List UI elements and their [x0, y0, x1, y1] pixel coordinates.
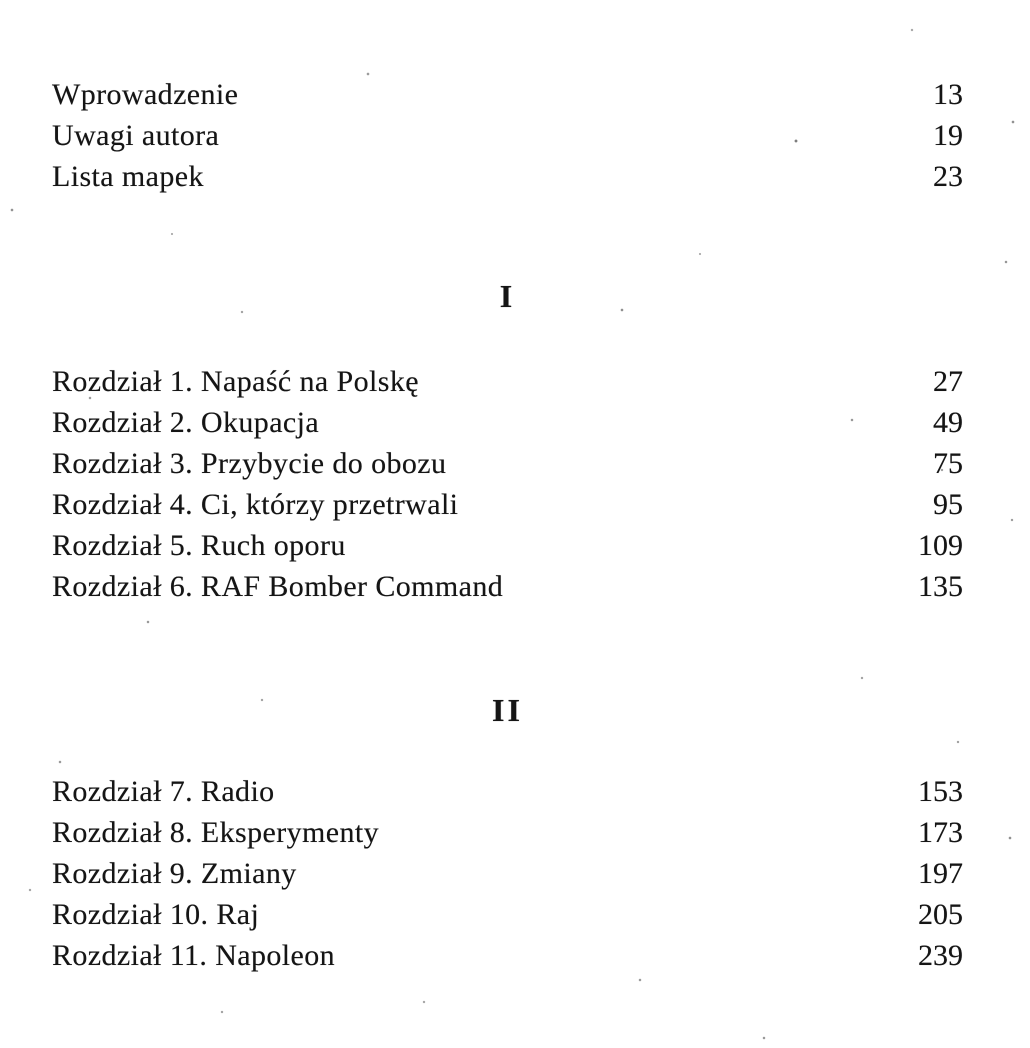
toc-entry-page: 153	[918, 774, 963, 808]
toc-entry: Uwagi autora 19	[52, 115, 963, 156]
toc-entry: Lista mapek 23	[52, 156, 963, 197]
toc-entry: Wprowadzenie 13	[52, 74, 963, 115]
toc-entry-title: Lista mapek	[52, 159, 204, 193]
toc-entry-title: Rozdział 2. Okupacja	[52, 405, 320, 439]
toc-entry-page: 109	[918, 528, 963, 562]
toc-entry: Rozdział 9. Zmiany 197	[52, 853, 963, 894]
toc-entry-title: Rozdział 11. Napoleon	[52, 938, 336, 972]
toc-entry-title: Rozdział 1. Napaść na Polskę	[52, 364, 419, 398]
toc-entry: Rozdział 2. Okupacja 49	[52, 402, 963, 443]
toc-entry: Rozdział 4. Ci, którzy przetrwali 95	[52, 484, 963, 525]
toc-entry-page: 27	[933, 364, 963, 398]
toc-entry-title: Rozdział 5. Ruch oporu	[52, 528, 346, 562]
toc-entry: Rozdział 5. Ruch oporu 109	[52, 525, 963, 566]
toc-entry: Rozdział 6. RAF Bomber Command 135	[52, 566, 963, 607]
toc-entry-title: Wprowadzenie	[52, 77, 239, 111]
toc-entry-page: 239	[918, 938, 963, 972]
section-2-chapter-list: Rozdział 7. Radio 153 Rozdział 8. Eksper…	[52, 771, 963, 976]
toc-entry-page: 173	[918, 815, 963, 849]
front-matter-list: Wprowadzenie 13 Uwagi autora 19 Lista ma…	[52, 74, 963, 197]
toc-entry-title: Rozdział 10. Raj	[52, 897, 260, 931]
toc-entry-page: 19	[933, 118, 963, 152]
toc-entry: Rozdział 10. Raj 205	[52, 894, 963, 935]
toc-entry-title: Rozdział 4. Ci, którzy przetrwali	[52, 487, 459, 521]
toc-entry-page: 95	[933, 487, 963, 521]
toc-entry-page: 135	[918, 569, 963, 603]
toc-entry: Rozdział 7. Radio 153	[52, 771, 963, 812]
toc-entry: Rozdział 8. Eksperymenty 173	[52, 812, 963, 853]
toc-entry-page: 49	[933, 405, 963, 439]
toc-entry: Rozdział 3. Przybycie do obozu 75	[52, 443, 963, 484]
toc-entry-page: 13	[933, 77, 963, 111]
section-1-chapter-list: Rozdział 1. Napaść na Polskę 27 Rozdział…	[52, 361, 963, 607]
toc-entry-page: 75	[933, 446, 963, 480]
toc-entry-title: Rozdział 8. Eksperymenty	[52, 815, 380, 849]
toc-entry-page: 205	[918, 897, 963, 931]
toc-entry-page: 197	[918, 856, 963, 890]
toc-entry-title: Rozdział 7. Radio	[52, 774, 275, 808]
toc-entry-title: Uwagi autora	[52, 118, 220, 152]
toc-entry-title: Rozdział 6. RAF Bomber Command	[52, 569, 504, 603]
toc-entry-title: Rozdział 9. Zmiany	[52, 856, 297, 890]
toc-entry: Rozdział 11. Napoleon 239	[52, 935, 963, 976]
toc-entry-title: Rozdział 3. Przybycie do obozu	[52, 446, 447, 480]
section-heading-2: II	[492, 692, 523, 728]
section-heading-1: I	[499, 278, 516, 314]
toc-entry-page: 23	[933, 159, 963, 193]
toc-entry: Rozdział 1. Napaść na Polskę 27	[52, 361, 963, 402]
